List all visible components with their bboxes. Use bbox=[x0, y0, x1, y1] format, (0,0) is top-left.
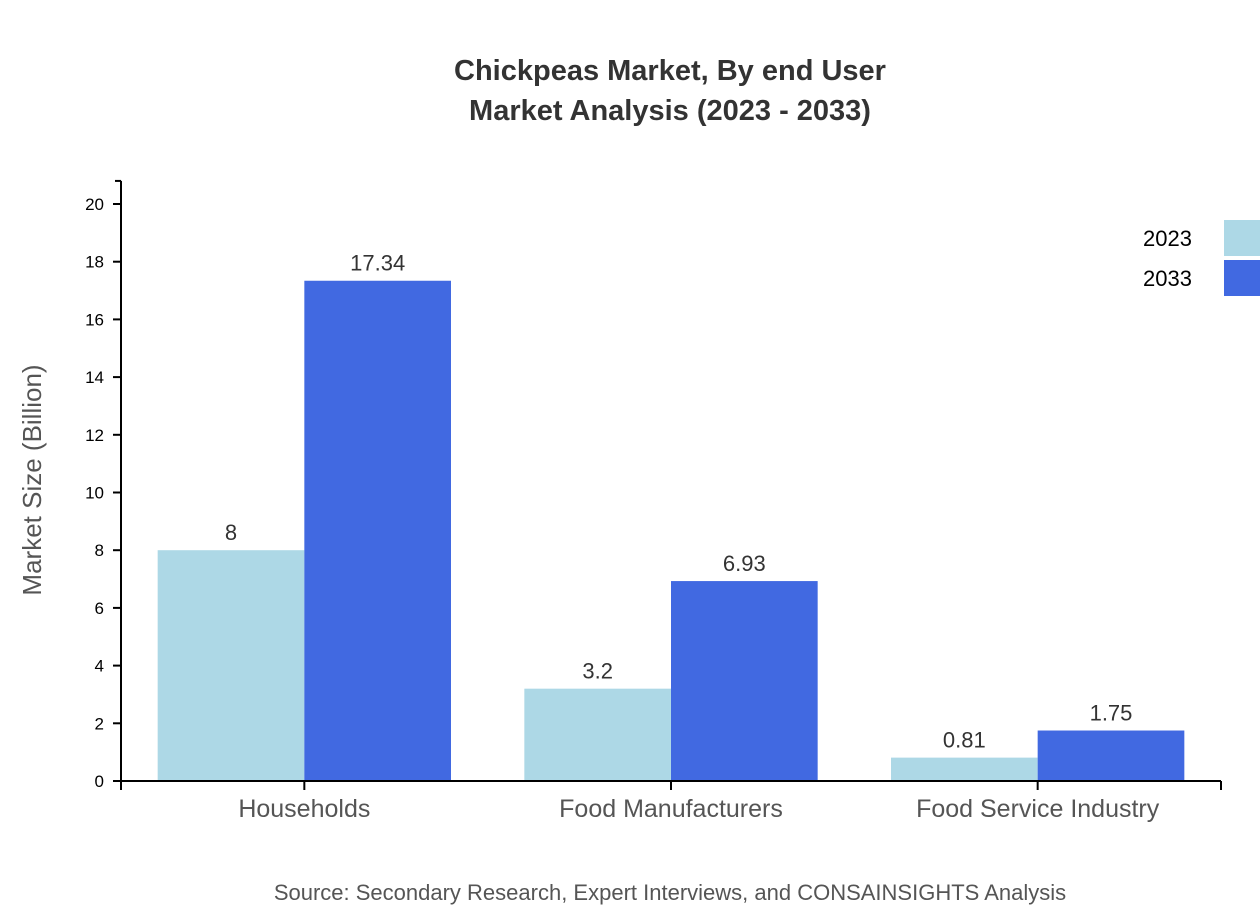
bar-2033 bbox=[304, 280, 451, 781]
data-label: 6.93 bbox=[723, 551, 766, 576]
y-tick-label: 16 bbox=[85, 310, 104, 329]
legend-swatch bbox=[1224, 260, 1260, 296]
y-tick-label: 12 bbox=[85, 426, 104, 445]
chart-subtitle: Market Analysis (2023 - 2033) bbox=[469, 95, 871, 127]
y-tick-label: 20 bbox=[85, 195, 104, 214]
x-tick-label: Households bbox=[238, 795, 370, 823]
y-tick-label: 18 bbox=[85, 253, 104, 272]
y-tick-label: 6 bbox=[95, 599, 104, 618]
y-tick-label: 2 bbox=[95, 714, 104, 733]
data-label: 0.81 bbox=[943, 728, 986, 753]
legend-label: 2033 bbox=[1143, 266, 1192, 291]
source-note: Source: Secondary Research, Expert Inter… bbox=[274, 880, 1066, 905]
legend-swatch bbox=[1224, 220, 1260, 256]
y-tick-label: 14 bbox=[85, 368, 104, 387]
y-axis-label: Market Size (Billion) bbox=[17, 364, 47, 595]
bar-2033 bbox=[1037, 730, 1185, 781]
y-tick-label: 4 bbox=[95, 657, 104, 676]
y-tick-label: 8 bbox=[95, 541, 104, 560]
bar-2023 bbox=[157, 550, 305, 781]
x-tick-label: Food Manufacturers bbox=[559, 795, 783, 823]
x-tick-label: Food Service Industry bbox=[916, 795, 1160, 823]
data-label: 8 bbox=[225, 520, 237, 545]
data-label: 1.75 bbox=[1090, 701, 1133, 726]
data-label: 3.2 bbox=[582, 659, 613, 684]
y-tick-label: 10 bbox=[85, 484, 104, 503]
y-tick-label: 0 bbox=[95, 772, 104, 791]
bar-2023 bbox=[524, 688, 671, 781]
legend-label: 2023 bbox=[1143, 226, 1192, 251]
data-label: 17.34 bbox=[350, 251, 405, 276]
bar-2033 bbox=[671, 581, 818, 781]
bar-2023 bbox=[891, 757, 1038, 781]
chart-title: Chickpeas Market, By end User bbox=[454, 55, 886, 87]
